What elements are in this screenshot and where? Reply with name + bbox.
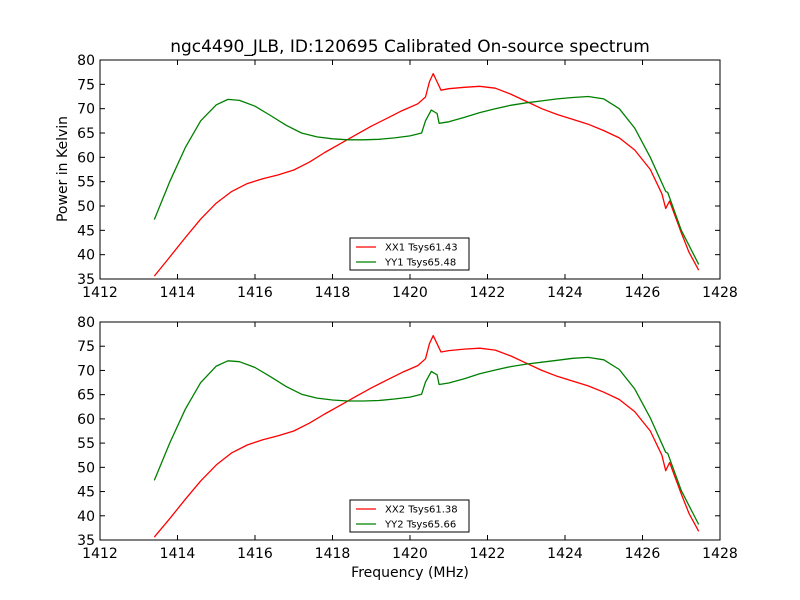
legend-2: XX2 Tsys61.38 YY2 Tsys65.66 (349, 499, 470, 533)
x-tick-label: 1426 (625, 285, 661, 301)
legend-box (349, 237, 470, 271)
chart-panel-1: 1412 1414 1416 1418 1420 1422 1424 1426 1428 35 40… (77, 53, 738, 301)
x-tick-label: 1426 (625, 546, 661, 562)
series-line-2-2 (153, 356, 700, 525)
y-tick-label: 65 (77, 126, 95, 142)
x-tick-label: 1420 (392, 546, 428, 562)
y-tick-label: 65 (77, 388, 95, 404)
x-tick-label: 1414 (160, 285, 196, 301)
y-tick-label: 80 (77, 53, 95, 69)
series-line-2-1 (153, 334, 700, 538)
legend-label-1: XX1 Tsys61.43 (385, 243, 458, 254)
x-tick-label: 1428 (702, 285, 738, 301)
y-axis-label: Power in Kelvin (55, 116, 71, 222)
chart-panels: 1412 1414 1416 1418 1420 1422 1424 1426 1428 35 40… (77, 53, 738, 562)
chart-panel-2: 1412 1414 1416 1418 1420 1422 1424 1426 1428 35 40… (77, 315, 738, 562)
y-tick-label: 80 (77, 315, 95, 331)
x-tick-label: 1422 (470, 285, 506, 301)
y-tick-label: 70 (77, 363, 95, 379)
y-tick-label: 35 (77, 533, 95, 549)
y-tick-label: 75 (77, 77, 95, 93)
chart-title: ngc4490_JLB, ID:120695 Calibrated On-sou… (170, 37, 650, 57)
y-tick-label: 55 (77, 436, 95, 452)
y-tick-label: 60 (77, 150, 95, 166)
legend-box (349, 499, 470, 533)
x-tick-label: 1412 (82, 546, 118, 562)
y-tick-label: 45 (77, 485, 95, 501)
y-tick-label: 35 (77, 272, 95, 288)
x-tick-label: 1418 (315, 285, 351, 301)
x-tick-label: 1414 (160, 546, 196, 562)
x-tick-label: 1420 (392, 285, 428, 301)
y-tick-label: 55 (77, 175, 95, 191)
x-tick-label: 1424 (547, 285, 583, 301)
legend-label-2: YY1 Tsys65.48 (384, 258, 456, 269)
x-tick-label: 1428 (702, 546, 738, 562)
y-tick-label: 50 (77, 199, 95, 215)
x-tick-label: 1416 (237, 546, 273, 562)
y-tick-label: 60 (77, 412, 95, 428)
x-tick-label: 1424 (547, 546, 583, 562)
y-tick-label: 75 (77, 339, 95, 355)
series-line-1-2 (153, 95, 700, 265)
y-tick-label: 45 (77, 223, 95, 239)
legend-label-2: YY2 Tsys65.66 (384, 520, 456, 531)
x-tick-label: 1418 (315, 546, 351, 562)
x-axis-label: Frequency (MHz) (351, 565, 469, 581)
series-line-1-1 (153, 72, 700, 277)
x-tick-label: 1412 (82, 285, 118, 301)
y-tick-label: 40 (77, 509, 95, 525)
y-tick-label: 70 (77, 102, 95, 118)
legend-label-1: XX2 Tsys61.38 (385, 505, 458, 516)
x-tick-label: 1422 (470, 546, 506, 562)
y-tick-label: 50 (77, 460, 95, 476)
legend-1: XX1 Tsys61.43 YY1 Tsys65.48 (349, 237, 470, 271)
x-tick-label: 1416 (237, 285, 273, 301)
y-tick-label: 40 (77, 248, 95, 264)
